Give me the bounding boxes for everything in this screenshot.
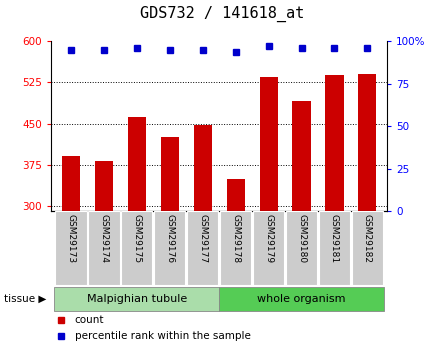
Bar [292,100,311,211]
Bar [154,211,186,285]
Text: GSM29177: GSM29177 [198,214,207,263]
Bar [253,211,284,285]
Text: GSM29182: GSM29182 [363,214,372,263]
Text: GSM29181: GSM29181 [330,214,339,263]
Bar [227,179,245,211]
Text: GSM29173: GSM29173 [66,214,76,263]
Bar [259,77,278,211]
Text: GSM29178: GSM29178 [231,214,240,263]
Bar [358,74,376,211]
Bar [128,117,146,211]
Bar [161,137,179,211]
Bar [219,287,384,311]
Bar [194,125,212,211]
Text: count: count [75,315,104,325]
Text: GSM29174: GSM29174 [99,214,109,263]
Bar [88,211,120,285]
Bar [319,211,350,285]
Text: GSM29175: GSM29175 [132,214,142,263]
Text: whole organism: whole organism [257,294,346,304]
Text: Malpighian tubule: Malpighian tubule [87,294,187,304]
Text: GSM29179: GSM29179 [264,214,273,263]
Bar [220,211,251,285]
Bar [187,211,218,285]
Bar [54,287,219,311]
Text: GSM29180: GSM29180 [297,214,306,263]
Bar [352,211,383,285]
Bar [55,211,87,285]
Bar [325,75,344,211]
Text: GDS732 / 141618_at: GDS732 / 141618_at [140,6,305,22]
Bar [95,161,113,211]
Text: GSM29176: GSM29176 [165,214,174,263]
Bar [286,211,317,285]
Text: percentile rank within the sample: percentile rank within the sample [75,331,251,341]
Bar [62,156,80,211]
Text: tissue ▶: tissue ▶ [4,294,47,304]
Bar [121,211,153,285]
